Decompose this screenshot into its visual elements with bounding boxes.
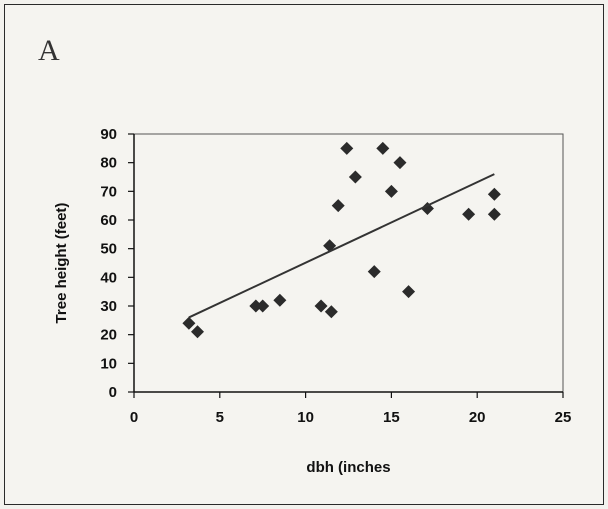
y-tick-label: 20: [100, 327, 117, 344]
data-point: [340, 141, 354, 155]
data-point: [367, 265, 381, 279]
data-point: [256, 299, 270, 313]
figure-frame: [4, 4, 604, 505]
y-tick-label: 80: [100, 155, 117, 172]
data-point: [420, 202, 434, 216]
y-tick-label: 30: [100, 298, 117, 315]
data-point: [331, 199, 345, 213]
trend-line: [188, 173, 495, 319]
y-axis-title: Tree height (feet): [53, 203, 70, 324]
y-tick-label: 60: [100, 212, 117, 229]
data-point: [462, 207, 476, 221]
y-tick-label: 70: [100, 183, 117, 200]
data-point: [190, 325, 204, 339]
y-tick-label: 50: [100, 241, 117, 258]
data-points: [182, 141, 501, 339]
y-axis-ticks: 0 10 20 30 40 50 60 70 80 90: [100, 126, 134, 401]
y-tick-label: 0: [109, 384, 117, 401]
y-tick-label: 90: [100, 126, 117, 143]
y-tick-label: 10: [100, 355, 117, 372]
data-point: [273, 293, 287, 307]
panel-label: A: [38, 34, 60, 67]
y-tick-label: 40: [100, 269, 117, 286]
x-axis-ticks: 0 5 10 15 20 25: [130, 392, 572, 426]
data-point: [376, 141, 390, 155]
x-tick-label: 20: [469, 409, 486, 426]
data-point: [384, 184, 398, 198]
x-tick-label: 25: [555, 409, 572, 426]
data-point: [249, 299, 263, 313]
x-tick-label: 15: [383, 409, 400, 426]
x-tick-label: 10: [297, 409, 314, 426]
x-tick-label: 5: [216, 409, 224, 426]
data-point: [487, 207, 501, 221]
data-point: [348, 170, 362, 184]
x-tick-label: 0: [130, 409, 138, 426]
x-axis-title: dbh (inches: [306, 459, 390, 476]
data-point: [314, 299, 328, 313]
data-point: [393, 156, 407, 170]
plot-area: [133, 133, 564, 393]
data-point: [324, 305, 338, 319]
plot-border: [133, 133, 564, 393]
data-point: [402, 285, 416, 299]
data-point: [182, 316, 196, 330]
data-point: [487, 187, 501, 201]
